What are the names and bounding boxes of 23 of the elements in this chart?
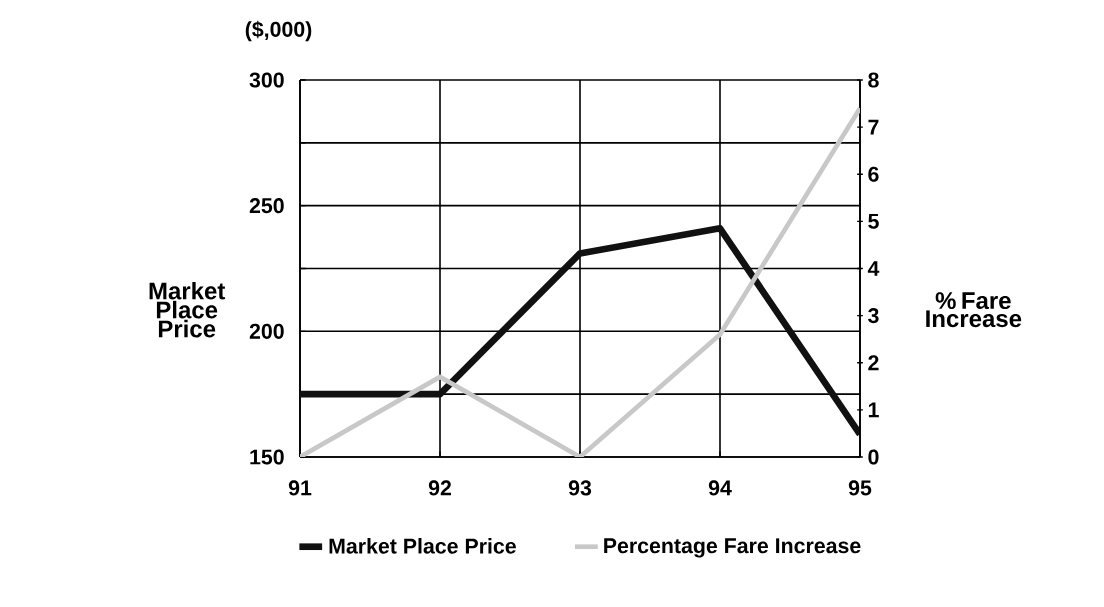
y2-tick-label: 5 [868, 213, 879, 229]
y2-tick-label: 4 [867, 261, 880, 276]
x-tick-label: 92 [428, 480, 451, 496]
y-tick-label: 250 [249, 198, 284, 214]
y2-tick-label: 2 [868, 355, 879, 371]
text: ($,000) [245, 20, 312, 42]
y2-tick-label: 8 [868, 72, 879, 88]
y2-tick-label: 7 [868, 119, 879, 135]
legend-label: Market Place Price [329, 537, 516, 554]
y2-tick-label: 1 [868, 402, 879, 418]
x-tick-label: 93 [568, 480, 592, 496]
x-tick-label: 95 [848, 480, 872, 496]
y-tick-label: 300 [249, 72, 284, 88]
x-tick-label: 94 [708, 480, 732, 496]
y2-tick-label: 6 [868, 166, 879, 182]
y2-tick-label: 3 [868, 308, 879, 324]
y2-tick-label: 0 [868, 449, 879, 465]
y-axis-title: Market Place Price [149, 281, 226, 338]
y-tick-label: 200 [249, 323, 284, 339]
y-tick-label: 150 [250, 449, 284, 465]
y2-axis-title: % Fare Increase [926, 292, 1022, 328]
x-tick-label: 91 [288, 480, 312, 496]
legend-label: Percentage Fare Increase [604, 538, 861, 558]
